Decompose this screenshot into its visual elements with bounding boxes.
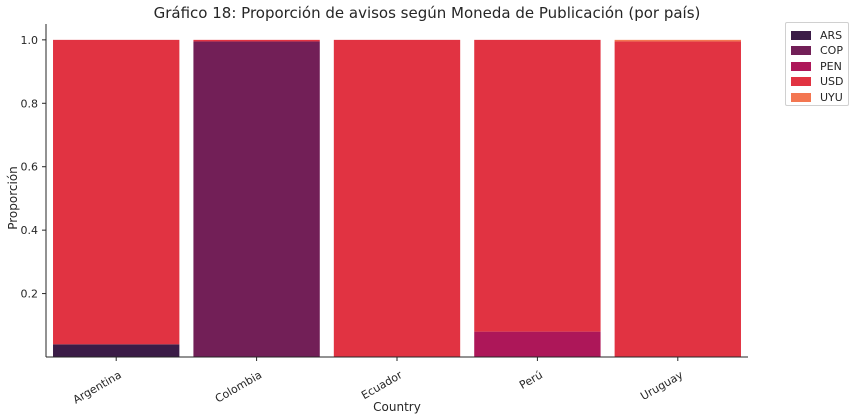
chart-title: Gráfico 18: Proporción de avisos según M… <box>153 4 701 22</box>
x-tick-label: Argentina <box>71 368 124 406</box>
bars-group <box>53 39 741 357</box>
x-tick-label: Uruguay <box>638 368 685 403</box>
bar-segment-usd-2 <box>333 39 461 357</box>
bar-segment-usd-4 <box>614 41 741 357</box>
y-tick-label: 0.2 <box>21 288 39 301</box>
y-tick-label: 1.0 <box>21 34 39 47</box>
legend-swatch <box>791 46 811 55</box>
legend-swatch <box>791 92 811 102</box>
legend-swatch <box>791 30 811 40</box>
y-tick-label: 0.6 <box>21 161 39 174</box>
bar-segment-cop-1 <box>193 41 320 357</box>
y-axis-label: Proporción <box>6 166 20 230</box>
legend-label: COP <box>820 44 843 57</box>
legend-label: PEN <box>820 59 842 73</box>
bar-segment-pen-3 <box>474 331 601 357</box>
legend-label: ARS <box>820 28 843 42</box>
legend-label: USD <box>820 75 844 88</box>
bar-segment-uyu-4 <box>614 39 741 42</box>
x-tick-label: Ecuador <box>359 368 405 402</box>
x-tick-label: Colombia <box>213 368 264 405</box>
y-tick-label: 0.4 <box>21 224 39 237</box>
y-axis-ticks: 0.2 0.4 0.6 0.8 1.0 <box>21 34 46 301</box>
bar-segment-usd-3 <box>474 39 601 332</box>
legend-item-uyu: UYU <box>791 90 843 104</box>
bar-segment-usd-0 <box>53 39 180 345</box>
legend-item-pen: PEN <box>791 59 842 73</box>
legend: ARS COP PEN USD UYU <box>785 22 849 106</box>
legend-swatch <box>791 77 811 86</box>
legend-label: UYU <box>820 90 843 104</box>
bar-segment-usd-1 <box>193 39 320 42</box>
bar-segment-ars-0 <box>53 344 180 357</box>
legend-swatch <box>791 61 811 71</box>
y-tick-label: 0.8 <box>21 97 39 110</box>
x-axis-label: Country <box>373 400 421 414</box>
legend-item-ars: ARS <box>791 28 842 42</box>
legend-item-usd: USD <box>791 75 844 89</box>
x-tick-label: Perú <box>517 368 545 392</box>
legend-item-cop: COP <box>791 44 843 58</box>
